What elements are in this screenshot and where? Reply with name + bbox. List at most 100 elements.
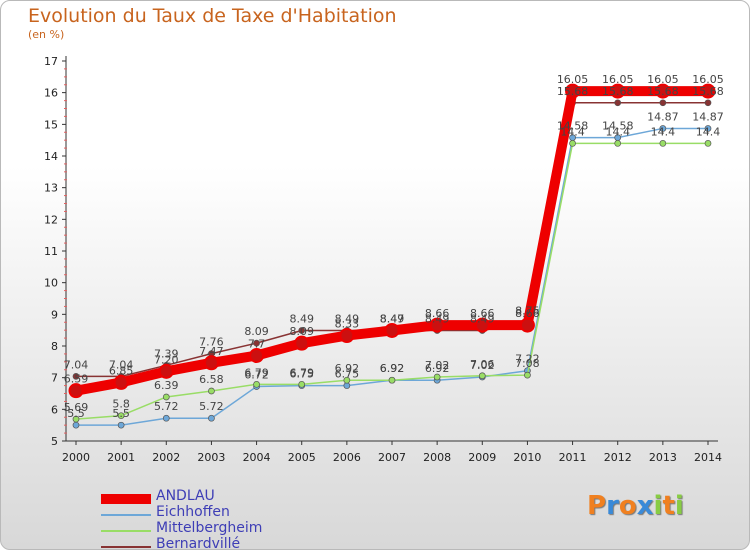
data-label: 8.66 [470, 307, 495, 320]
data-label: 5.72 [199, 400, 224, 413]
data-point [519, 317, 535, 333]
data-label: 6.59 [64, 373, 89, 386]
x-tick-label: 2011 [559, 451, 587, 464]
data-point [700, 83, 716, 99]
data-label: 8.09 [289, 325, 314, 338]
x-tick-label: 2004 [243, 451, 271, 464]
data-point [614, 139, 622, 147]
data-label: 5.5 [112, 407, 130, 420]
logo-letter: r [606, 491, 619, 521]
data-label: 6.92 [335, 362, 360, 375]
data-label: 15.68 [602, 85, 634, 98]
data-label: 15.68 [557, 85, 589, 98]
chart-title: Evolution du Taux de Taxe d'Habitation [28, 5, 397, 27]
data-label: 14.4 [651, 125, 676, 138]
data-label: 14.4 [696, 125, 721, 138]
data-label: 8.49 [470, 312, 495, 325]
data-point [339, 328, 355, 344]
data-point [68, 383, 84, 399]
data-point [298, 380, 306, 388]
y-axis-unit: (en %) [28, 28, 65, 41]
x-tick-label: 2006 [333, 451, 361, 464]
data-label: 6.39 [154, 379, 179, 392]
data-label: 6.75 [289, 368, 314, 381]
x-tick-label: 2008 [423, 451, 451, 464]
data-point [610, 83, 626, 99]
data-label: 7.39 [154, 347, 179, 360]
y-tick-label: 12 [44, 213, 58, 226]
x-tick-label: 2010 [513, 451, 541, 464]
x-tick-label: 2013 [649, 451, 677, 464]
y-tick-label: 6 [51, 403, 58, 416]
data-point [704, 139, 712, 147]
proxiti-logo: Proxiti [587, 491, 684, 521]
data-label: 14.58 [557, 120, 589, 133]
data-point [474, 317, 490, 333]
data-point [569, 139, 576, 147]
data-point [208, 387, 215, 395]
y-tick-label: 17 [44, 55, 58, 68]
logo-letter: t [662, 491, 675, 521]
legend-swatch [101, 530, 151, 532]
data-label: 6.75 [335, 368, 360, 381]
y-tick-label: 16 [44, 87, 58, 100]
data-label: 7.47 [199, 345, 224, 358]
data-label: 8.49 [380, 312, 405, 325]
data-label: 8.66 [425, 307, 450, 320]
y-tick-label: 10 [44, 277, 58, 290]
data-label: 14.87 [647, 110, 679, 123]
data-point [208, 414, 215, 422]
data-point [117, 412, 125, 420]
data-label: 7.06 [470, 358, 495, 371]
data-point [253, 339, 260, 347]
data-label: 16.05 [557, 73, 589, 86]
data-label: 7.04 [109, 358, 134, 371]
data-label: 5.69 [64, 401, 89, 414]
data-point [72, 421, 80, 429]
data-label: 6.58 [199, 373, 224, 386]
data-label: 8.49 [289, 312, 314, 325]
data-label: 16.05 [692, 73, 724, 86]
x-tick-label: 2000 [62, 451, 90, 464]
data-point [388, 376, 396, 384]
data-point [655, 83, 671, 99]
legend-label: Bernardvillé [156, 536, 241, 550]
data-point [565, 83, 581, 99]
y-tick-label: 5 [51, 435, 58, 448]
data-point [294, 335, 310, 351]
data-point [384, 322, 400, 338]
legend-label: ANDLAU [156, 488, 215, 504]
y-tick-label: 14 [44, 150, 58, 163]
data-label: 15.68 [647, 85, 679, 98]
data-point [249, 348, 265, 363]
x-tick-label: 2009 [468, 451, 496, 464]
data-label: 14.87 [692, 110, 724, 123]
data-label: 8.75 [515, 304, 540, 317]
data-point [429, 317, 445, 333]
data-label: 6.92 [380, 362, 405, 375]
data-point [659, 139, 667, 147]
data-label: 14.58 [602, 120, 634, 133]
data-label: 8.49 [425, 312, 450, 325]
data-label: 16.05 [602, 73, 634, 86]
data-point [524, 371, 531, 379]
data-label: 8.33 [335, 318, 360, 331]
data-label: 14.4 [605, 125, 630, 138]
data-point [704, 99, 712, 107]
y-tick-label: 8 [51, 340, 58, 353]
data-label: 7.02 [470, 359, 495, 372]
data-label: 7.08 [515, 357, 540, 370]
data-point [478, 372, 486, 380]
data-label: 6.79 [289, 366, 314, 379]
legend-swatch [101, 546, 151, 548]
data-label: 5.72 [154, 400, 179, 413]
data-point [162, 414, 170, 422]
data-label: 6.92 [380, 362, 405, 375]
legend-label: Mittelbergheim [156, 520, 263, 536]
data-point [72, 415, 80, 423]
data-point [72, 373, 80, 380]
logo-letter: x [636, 491, 654, 521]
y-tick-label: 13 [44, 182, 58, 195]
y-tick-label: 15 [44, 118, 58, 131]
legend-swatch [101, 514, 151, 516]
